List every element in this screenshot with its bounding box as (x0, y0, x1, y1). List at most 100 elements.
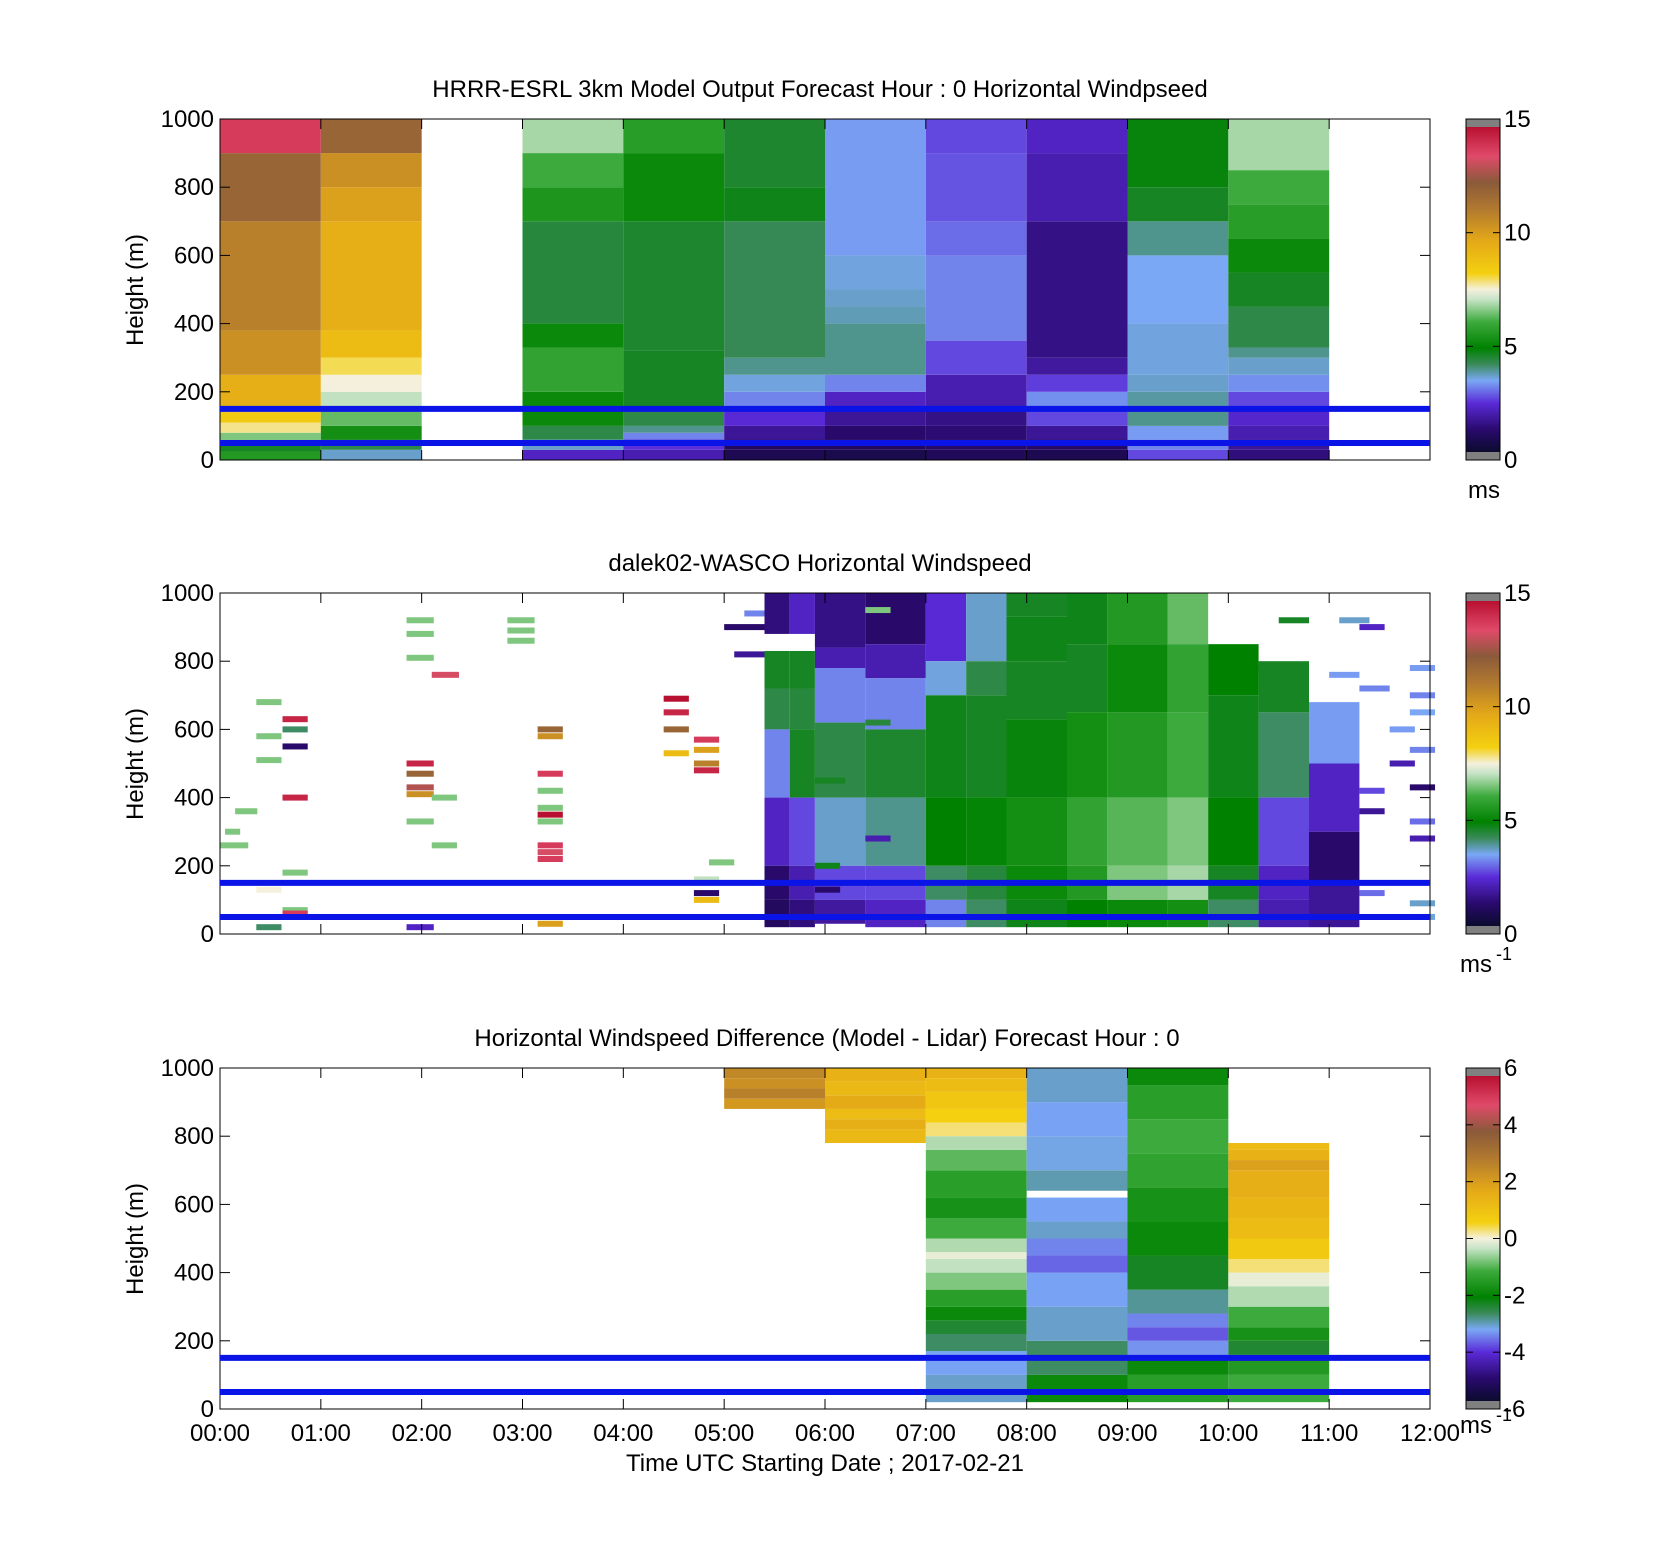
heatmap-cell (825, 323, 926, 375)
y-tick-label: 600 (174, 1191, 214, 1218)
heatmap-cell (320, 330, 422, 358)
heatmap-streak (663, 750, 689, 757)
colorbar-unit-exponent: -1 (1496, 1405, 1512, 1425)
heatmap-cell (1228, 1258, 1330, 1273)
heatmap-cell (522, 221, 624, 324)
heatmap-cell (789, 899, 815, 928)
x-tick-label: 11:00 (1300, 1420, 1358, 1447)
heatmap-cell (1258, 797, 1309, 866)
heatmap-cell (1127, 1187, 1229, 1222)
colorbar-tick-label: 0 (1504, 447, 1517, 474)
heatmap-cell (825, 1081, 926, 1096)
colorbar-gradient (1466, 601, 1500, 926)
heatmap-cell (1228, 1143, 1330, 1150)
heatmap-cell (1228, 1218, 1330, 1239)
heatmap-cell (724, 187, 825, 222)
heatmap-streak (537, 920, 563, 927)
heatmap-cell (1026, 1102, 1128, 1137)
colorbar-tick-label: 5 (1504, 333, 1517, 360)
heatmap-cell (825, 306, 926, 324)
heatmap-cell (966, 899, 1007, 928)
heatmap-streak (1409, 818, 1436, 825)
heatmap-streak (537, 770, 563, 777)
heatmap-cell (925, 1306, 1027, 1321)
heatmap-cell (1067, 644, 1108, 713)
heatmap-cell (220, 119, 321, 154)
heatmap-cell (925, 374, 1027, 409)
colorbar-tick-label: 0 (1504, 1226, 1517, 1253)
heatmap-cell (925, 1170, 1027, 1198)
heatmap-cell (1026, 119, 1128, 154)
y-tick-label: 1000 (161, 106, 214, 133)
heatmap-streak (693, 876, 720, 883)
colorbar-cap-bottom (1466, 1401, 1500, 1409)
heatmap-cell (925, 340, 1027, 375)
heatmap-cell (925, 1108, 1027, 1123)
y-tick-label: 200 (174, 379, 214, 406)
panel-model: HRRR-ESRL 3km Model Output Forecast Hour… (122, 76, 1531, 504)
heatmap-streak (431, 842, 457, 849)
heatmap-streak (709, 859, 735, 866)
panel-lidar-ticks: 0 200 400 600 800 1000 (161, 580, 1431, 948)
heatmap-cell (1127, 408, 1229, 426)
heatmap-cell (1026, 408, 1128, 426)
heatmap-streak (537, 849, 563, 856)
heatmap-cell (825, 449, 926, 460)
heatmap-cell (764, 797, 790, 866)
y-tick-label: 1000 (161, 580, 214, 607)
colorbar-tick-label: -2 (1504, 1282, 1525, 1309)
heatmap-cell (1228, 306, 1330, 348)
colorbar-tick-label: 2 (1504, 1169, 1517, 1196)
heatmap-cell (1228, 272, 1330, 307)
heatmap-streak (1409, 835, 1436, 842)
colorbar-tick-label: 0 (1504, 921, 1517, 948)
heatmap-cell (220, 442, 321, 452)
heatmap-cell (1167, 712, 1209, 798)
colorbar-tick-label: -4 (1504, 1339, 1525, 1366)
heatmap-cell (623, 119, 725, 154)
heatmap-streak (693, 746, 720, 753)
heatmap-cell (1006, 797, 1067, 866)
heatmap-cell (522, 119, 624, 154)
heatmap-streak (537, 804, 563, 811)
heatmap-streak (225, 828, 241, 835)
heatmap-streak (537, 787, 563, 794)
heatmap-streak (537, 726, 563, 733)
x-tick-label: 04:00 (593, 1420, 653, 1447)
heatmap-cell (1026, 1255, 1128, 1273)
panel-model-title: HRRR-ESRL 3km Model Output Forecast Hour… (432, 76, 1207, 103)
heatmap-cell (1127, 1153, 1229, 1188)
heatmap-cell (1228, 238, 1330, 273)
colorbar-unit-exponent: -1 (1496, 944, 1512, 964)
colorbar-frame (1465, 592, 1501, 935)
heatmap-cell (1228, 425, 1330, 440)
heatmap-cell (724, 391, 825, 409)
colorbar-tick-label: -6 (1504, 1396, 1525, 1423)
y-tick-label: 0 (201, 1396, 214, 1423)
heatmap-streak (406, 818, 434, 825)
heatmap-cell (925, 1136, 1027, 1150)
colorbar-unit: ms (1460, 951, 1492, 978)
heatmap-streak (693, 736, 720, 743)
heatmap-streak (406, 791, 434, 798)
heatmap-cell (623, 432, 725, 440)
colorbar-tick-label: 6 (1504, 1055, 1517, 1082)
colorbar-tick-label: 15 (1504, 580, 1531, 607)
heatmap-cell (522, 347, 624, 392)
heatmap-cell (825, 255, 926, 290)
heatmap-streak (663, 709, 689, 716)
heatmap-cell (1228, 1374, 1330, 1403)
heatmap-cell (925, 1289, 1027, 1307)
heatmap-cell (814, 593, 866, 648)
heatmap-cell (1067, 899, 1108, 928)
heatmap-cell (764, 729, 790, 798)
heatmap-cell (1127, 221, 1229, 256)
heatmap-cell (825, 119, 926, 256)
heatmap-cell (825, 1068, 926, 1082)
heatmap-cell (1026, 391, 1128, 409)
heatmap-cell (925, 661, 967, 696)
heatmap-cell (320, 374, 422, 392)
heatmap-cell (789, 797, 815, 866)
heatmap-cell (623, 221, 725, 351)
panel-model-ticks: 0 200 400 600 800 1000 (161, 106, 1431, 474)
